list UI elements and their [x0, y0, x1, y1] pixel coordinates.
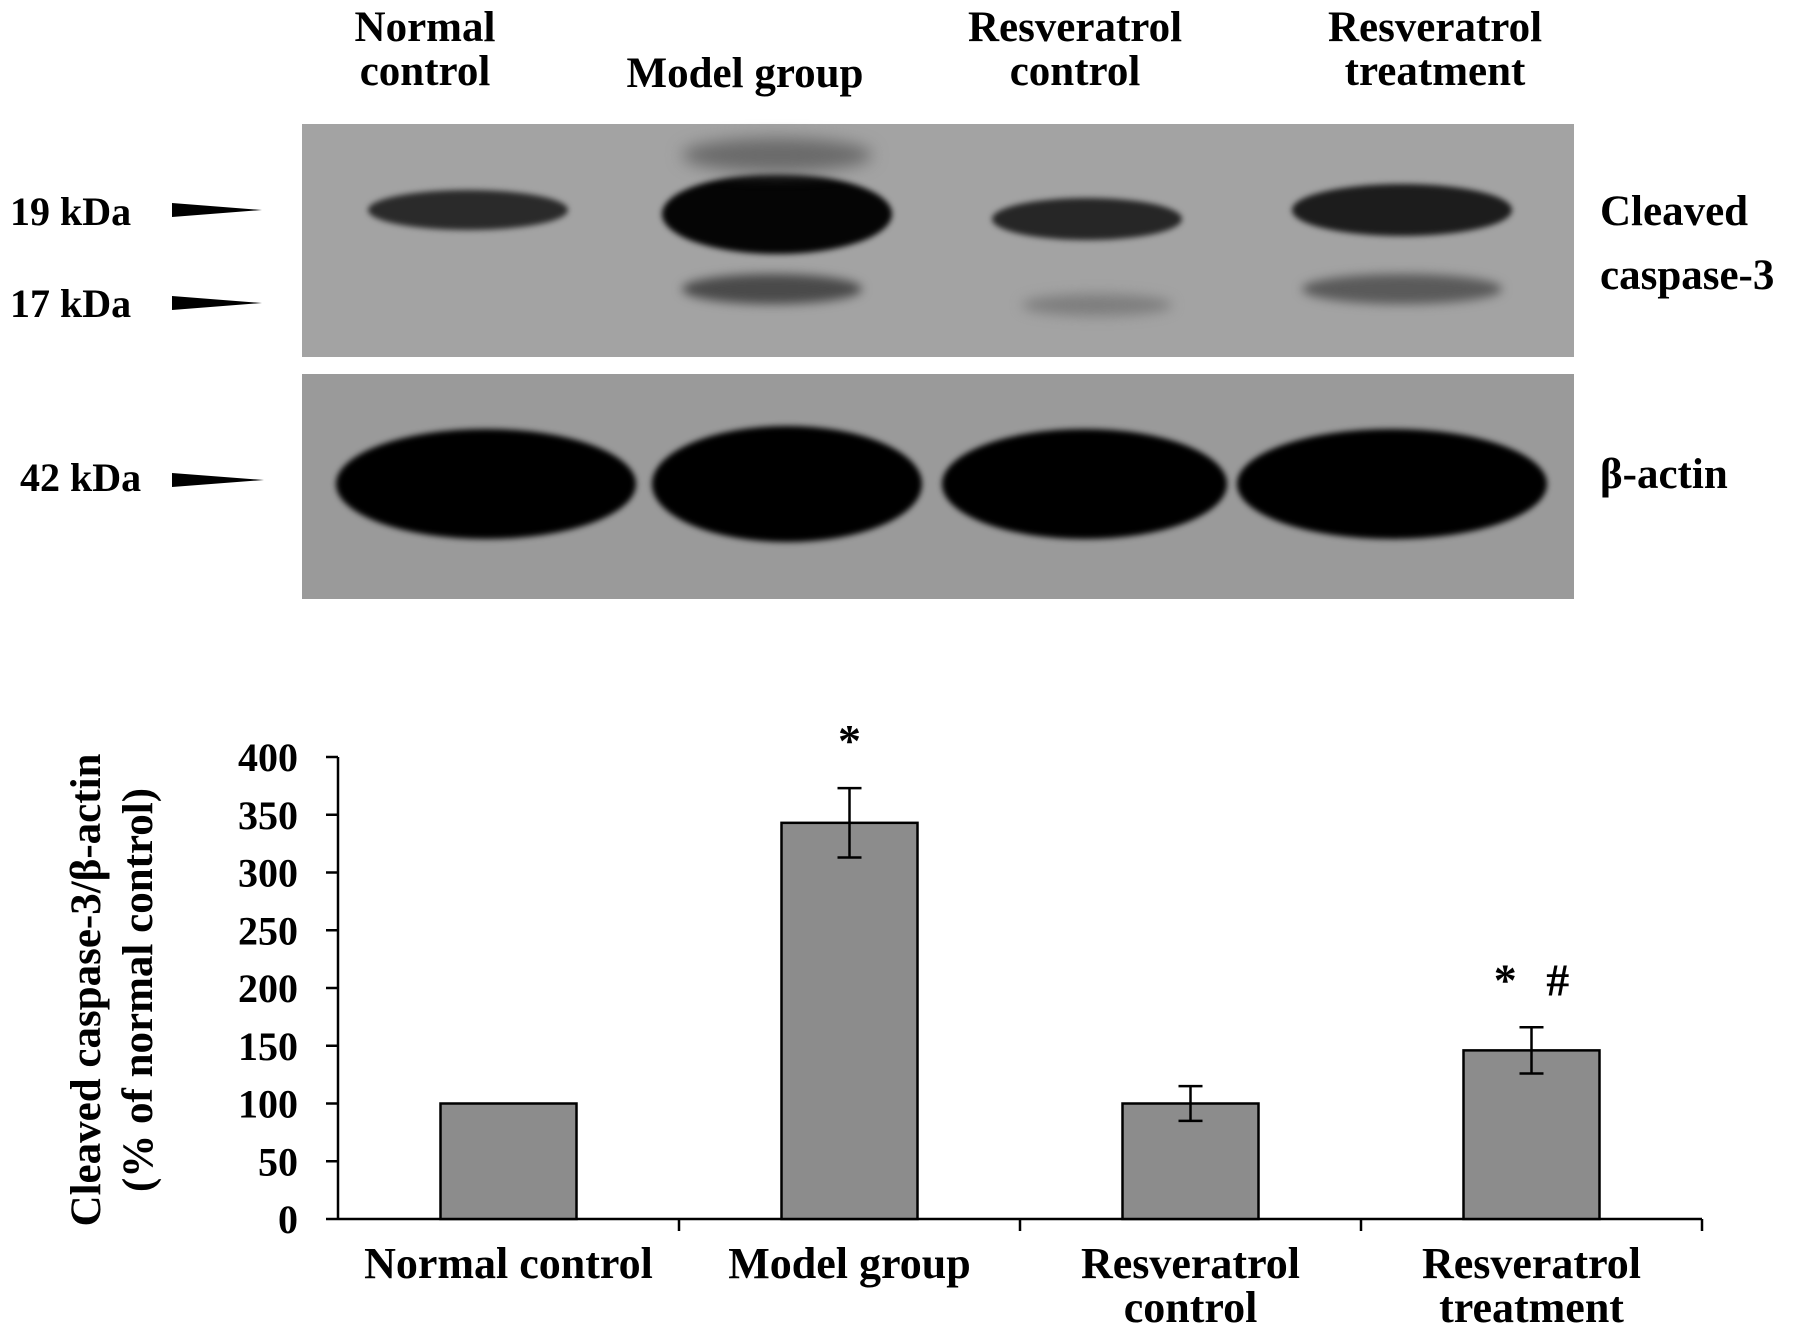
significance-annotation-4: * # [1494, 954, 1570, 1005]
band-19-normal [368, 190, 568, 230]
band-actin-resv-control [942, 429, 1227, 539]
band-19-resv-control [992, 198, 1182, 240]
band-17-resv-treatment [1302, 274, 1502, 304]
x-category-label-1: Normal control [364, 1239, 653, 1288]
x-category-label-2: Model group [728, 1239, 970, 1288]
y-axis-label: Cleaved caspase-3/β-actin [63, 753, 110, 1226]
band-model-top-smear [682, 138, 872, 172]
x-category-label-3: control [1124, 1283, 1258, 1329]
y-tick-label: 350 [238, 793, 298, 838]
band-17-resv-control [1022, 294, 1172, 316]
protein-label-caspase3: caspase-3 [1600, 252, 1775, 299]
y-tick-label: 100 [238, 1082, 298, 1127]
marker-42kda: 42 kDa [20, 455, 142, 500]
y-tick-label: 50 [258, 1139, 298, 1184]
lane-label-resveratrol-control: Resveratrol control [967, 4, 1183, 95]
significance-annotation-2: * [838, 715, 861, 766]
y-tick-label: 250 [238, 908, 298, 953]
protein-label-beta-actin: β-actin [1600, 451, 1728, 498]
bar-2 [780, 821, 919, 1221]
band-19-resv-treatment [1292, 184, 1512, 236]
blot-beta-actin [302, 374, 1574, 599]
x-category-label-3: Resveratrol [1081, 1239, 1300, 1288]
blot-caspase3 [302, 124, 1574, 357]
band-actin-normal [336, 429, 636, 539]
protein-label-cleaved: Cleaved [1600, 188, 1749, 235]
band-17-model [682, 274, 862, 304]
band-actin-resv-treatment [1237, 429, 1547, 539]
y-tick-label: 200 [238, 966, 298, 1011]
band-19-model [662, 174, 892, 254]
x-category-label-4: treatment [1439, 1283, 1624, 1329]
lane-label-model-group: Model group [626, 50, 864, 97]
y-tick-label: 400 [238, 735, 298, 780]
marker-arrow-17kda [172, 296, 262, 310]
bar-1 [439, 1102, 578, 1221]
marker-17kda: 17 kDa [10, 281, 132, 326]
marker-arrow-19kda [172, 203, 262, 217]
y-tick-label: 150 [238, 1024, 298, 1069]
y-tick-label: 300 [238, 851, 298, 896]
bar-4 [1462, 1049, 1601, 1221]
lane-label-normal-control: Normal control [354, 4, 496, 95]
bar-3 [1121, 1102, 1260, 1221]
marker-19kda: 19 kDa [10, 189, 132, 234]
x-category-label-4: Resveratrol [1422, 1239, 1641, 1288]
lane-label-resveratrol-treatment: Resveratrol treatment [1327, 4, 1543, 95]
marker-arrow-42kda [172, 473, 264, 487]
y-tick-label: 0 [278, 1197, 298, 1242]
band-actin-model [652, 426, 922, 542]
y-axis-label-unit: (% of normal control) [115, 788, 162, 1192]
